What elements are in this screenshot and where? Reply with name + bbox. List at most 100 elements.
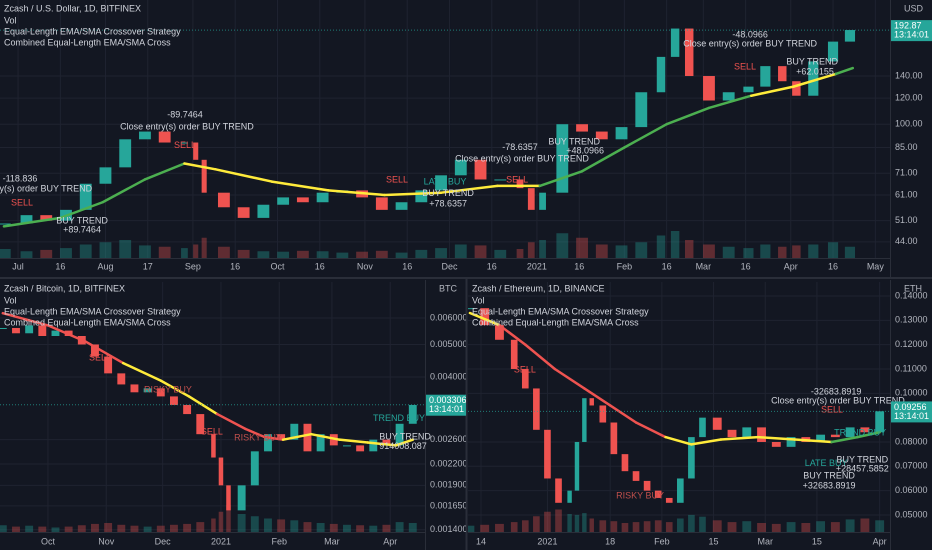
volume-bar — [336, 252, 349, 258]
x-tick-label: Feb — [617, 261, 633, 271]
legend-entry: Combined Equal-Length EMA/SMA Cross — [4, 37, 171, 47]
price-label: 0.003306 — [429, 395, 467, 405]
candle — [844, 30, 856, 42]
volume-bar — [264, 518, 272, 532]
volume-bar — [20, 251, 33, 258]
candle — [382, 439, 391, 446]
volume-bar — [576, 237, 588, 258]
volume-bar — [533, 516, 540, 532]
candle — [454, 159, 467, 176]
ma-segment — [143, 162, 186, 181]
candle — [786, 437, 796, 447]
ma-segment — [270, 180, 330, 192]
price-label-box — [426, 394, 466, 416]
volume-bar — [595, 244, 608, 258]
ma-segment — [634, 421, 667, 439]
candle — [480, 308, 490, 326]
volume-bar — [703, 244, 715, 258]
volume-bar — [555, 509, 562, 532]
ma-segment — [187, 395, 219, 416]
volume-bar — [237, 514, 246, 532]
volume-bar — [290, 520, 299, 532]
volume-bar — [12, 526, 20, 532]
candle — [742, 427, 752, 438]
candle — [556, 124, 569, 193]
annotation: -89.7464 — [167, 109, 203, 119]
candle — [40, 215, 53, 221]
volume-bar — [139, 245, 151, 258]
candle — [510, 339, 518, 369]
candle — [544, 429, 551, 479]
volume-bar — [408, 523, 417, 532]
ma-segment — [468, 311, 501, 327]
volume-bar — [844, 246, 856, 258]
ma-segment — [59, 200, 104, 220]
candle — [743, 86, 754, 93]
unit-label: BTC — [439, 283, 458, 293]
y-tick-label: 0.001900 — [430, 480, 468, 490]
candle — [722, 92, 735, 101]
legend-entry: Vol — [4, 15, 17, 25]
chart-panel: 0.001400 0.001650 0.001900 0.002200 0.002600… — [0, 280, 468, 550]
chart-panel: 44.00 51.00 61.00 71.00 85.00 100.00 120.00 140… — [0, 0, 932, 277]
volume-bar — [712, 520, 722, 532]
candle — [316, 434, 325, 452]
x-tick-label: 16 — [662, 261, 672, 271]
annotation: BUY TREND — [548, 136, 600, 146]
annotation: BUY TREND — [422, 188, 474, 198]
ma-segment — [394, 438, 415, 447]
annotation: LATE BUY — [805, 458, 848, 468]
volume-bar — [544, 511, 551, 532]
candle — [290, 423, 299, 440]
candle — [193, 142, 199, 160]
annotation: BUY TREND — [379, 431, 431, 441]
volume-bar — [468, 525, 475, 532]
candle — [181, 142, 188, 144]
volume-bar — [250, 516, 259, 532]
candle — [574, 441, 580, 491]
volume-bar — [454, 244, 467, 258]
chart-title: Zcash / Bitcoin, 1D, BITFINEX — [4, 283, 125, 293]
candle — [665, 497, 673, 503]
ma-segment — [121, 361, 163, 382]
y-tick-label: 100.00 — [895, 119, 923, 129]
price-label: 0.09256 — [894, 402, 927, 412]
candle — [615, 127, 628, 140]
y-tick-label: 0.002600 — [430, 434, 468, 444]
countdown-label: 13:14:01 — [429, 404, 464, 414]
candle — [635, 92, 648, 128]
volume-bar — [727, 522, 737, 532]
candle — [712, 417, 722, 430]
volume-bar — [0, 249, 11, 258]
volume-bar — [296, 250, 309, 258]
candle — [827, 41, 839, 62]
volume-bar — [64, 526, 73, 532]
ma-segment — [623, 122, 668, 149]
annotation: +62.0155 — [796, 66, 834, 76]
volume-bar — [722, 246, 735, 258]
x-tick-label: Dec — [155, 536, 172, 546]
candle — [670, 28, 680, 57]
annotation: SELL — [174, 140, 196, 150]
annotation: SELL — [201, 426, 223, 436]
volume-bar — [474, 245, 487, 258]
volume-bar — [654, 520, 662, 532]
candle — [621, 454, 629, 472]
volume-bar — [527, 242, 535, 258]
candle — [656, 56, 666, 93]
volume-bar — [226, 505, 231, 532]
annotation: SELL — [386, 174, 408, 184]
annotation: RISKY BUY — [616, 490, 664, 500]
candle — [727, 429, 737, 438]
volume-bar — [435, 248, 447, 258]
candle — [595, 131, 608, 140]
annotation: RISKY BUY — [144, 384, 192, 394]
volume-bar — [382, 524, 391, 532]
candle — [599, 405, 607, 423]
volume-bar — [830, 522, 840, 532]
candle — [156, 388, 165, 397]
x-tick-label: Jul — [12, 261, 24, 271]
volume-bar — [356, 251, 369, 258]
legend-entry: Equal-Length EMA/SMA Crossover Strategy — [4, 26, 181, 36]
candle — [632, 471, 640, 481]
